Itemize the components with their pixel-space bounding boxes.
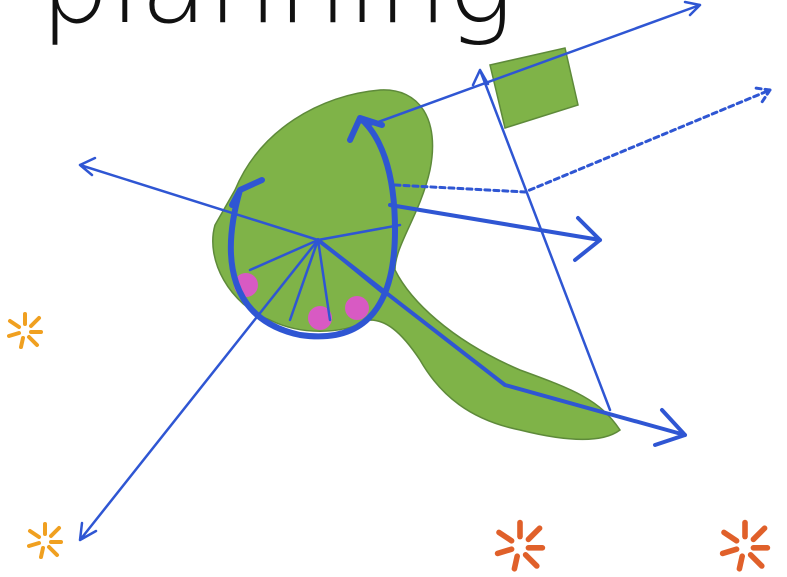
title: planning — [40, 0, 514, 48]
park-plot — [489, 47, 579, 129]
sunburst — [494, 519, 546, 572]
connections — [78, 0, 772, 542]
dot — [345, 296, 369, 320]
sunburst — [7, 312, 43, 349]
sunburst — [719, 519, 771, 572]
dot — [308, 306, 332, 330]
park-area — [212, 89, 622, 441]
sunburst — [27, 522, 63, 559]
